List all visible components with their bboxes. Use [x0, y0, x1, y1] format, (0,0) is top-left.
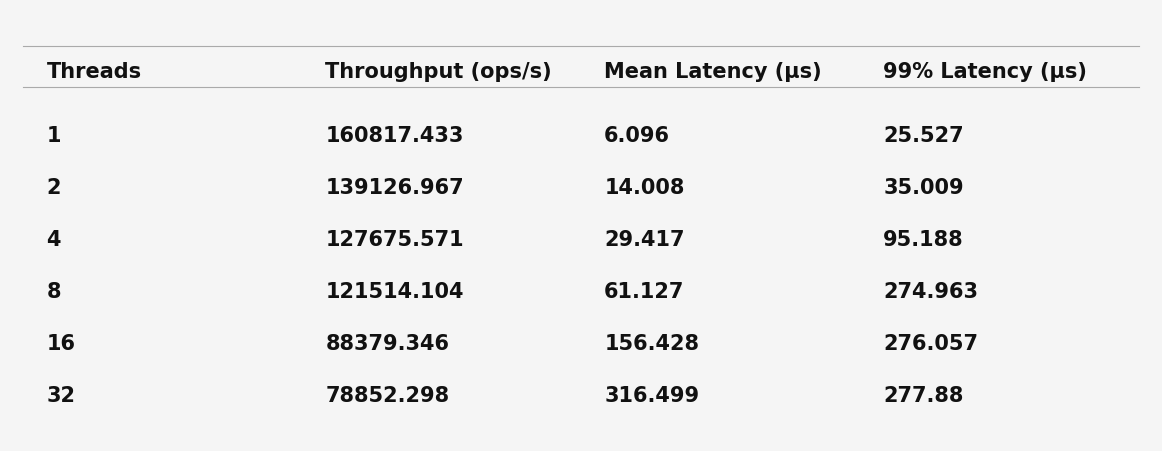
Text: 78852.298: 78852.298 [325, 385, 450, 405]
Text: 95.188: 95.188 [883, 229, 963, 249]
Text: 16: 16 [46, 333, 76, 353]
Text: Threads: Threads [46, 62, 142, 82]
Text: Mean Latency (μs): Mean Latency (μs) [604, 62, 822, 82]
Text: 32: 32 [46, 385, 76, 405]
Text: 127675.571: 127675.571 [325, 229, 464, 249]
Text: 277.88: 277.88 [883, 385, 963, 405]
Text: 99% Latency (μs): 99% Latency (μs) [883, 62, 1086, 82]
Text: 160817.433: 160817.433 [325, 125, 464, 145]
Text: 4: 4 [46, 229, 60, 249]
Text: 276.057: 276.057 [883, 333, 978, 353]
Text: 14.008: 14.008 [604, 177, 684, 197]
Text: 274.963: 274.963 [883, 281, 978, 301]
Text: 88379.346: 88379.346 [325, 333, 450, 353]
Text: 121514.104: 121514.104 [325, 281, 464, 301]
Text: 29.417: 29.417 [604, 229, 684, 249]
Text: 6.096: 6.096 [604, 125, 670, 145]
Text: Throughput (ops/s): Throughput (ops/s) [325, 62, 552, 82]
Text: 2: 2 [46, 177, 60, 197]
Text: 156.428: 156.428 [604, 333, 700, 353]
Text: 316.499: 316.499 [604, 385, 700, 405]
Text: 8: 8 [46, 281, 60, 301]
Text: 35.009: 35.009 [883, 177, 963, 197]
Text: 61.127: 61.127 [604, 281, 684, 301]
Text: 1: 1 [46, 125, 60, 145]
Text: 25.527: 25.527 [883, 125, 963, 145]
Text: 139126.967: 139126.967 [325, 177, 464, 197]
